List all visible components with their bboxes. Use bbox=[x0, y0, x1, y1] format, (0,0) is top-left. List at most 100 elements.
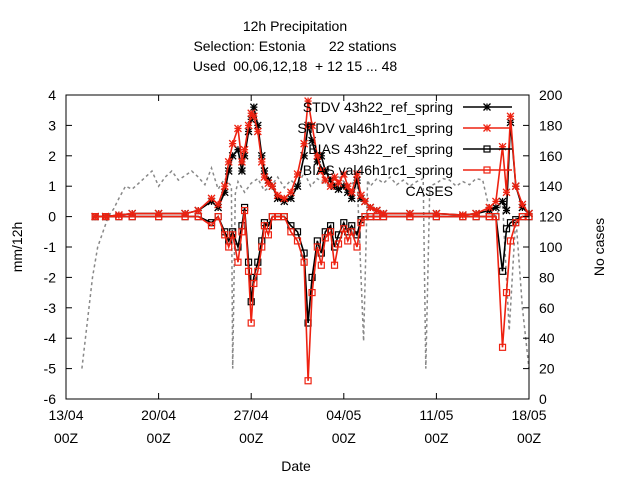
series-3 bbox=[91, 206, 533, 385]
series-point bbox=[91, 213, 99, 221]
y-tick-label-right: 80 bbox=[539, 269, 555, 285]
series-point bbox=[114, 211, 123, 220]
legend-label-1: STDV val46h1rc1_spring bbox=[297, 120, 453, 136]
series-point bbox=[506, 112, 515, 121]
series-point bbox=[492, 213, 500, 221]
series-point bbox=[194, 206, 203, 215]
y-tick-label-right: 0 bbox=[539, 391, 547, 407]
x-tick-label-date: 11/05 bbox=[419, 407, 453, 423]
legend-marker-3 bbox=[483, 166, 491, 174]
series-point bbox=[220, 182, 229, 191]
y-tick-label-left: 2 bbox=[48, 148, 56, 164]
y-tick-label-left: -5 bbox=[44, 361, 57, 377]
series-point bbox=[340, 225, 348, 233]
series-point bbox=[432, 213, 440, 221]
series-point bbox=[373, 213, 381, 221]
series-point bbox=[498, 343, 507, 351]
series-point bbox=[293, 170, 302, 178]
series-point bbox=[268, 213, 276, 221]
series-point bbox=[234, 258, 242, 266]
series-point bbox=[472, 213, 480, 221]
series-point bbox=[308, 121, 317, 130]
y-tick-label-left: 1 bbox=[48, 178, 56, 194]
series-point bbox=[334, 240, 343, 248]
y-tick-label-left: -3 bbox=[44, 300, 57, 316]
series-point bbox=[313, 243, 321, 251]
series-point bbox=[214, 213, 222, 221]
series-point bbox=[237, 157, 246, 166]
plot-area bbox=[65, 94, 533, 400]
y-tick-label-right: 160 bbox=[539, 148, 563, 164]
series-point bbox=[128, 213, 136, 221]
series-point bbox=[366, 203, 375, 212]
x-tick-label-date: 18/05 bbox=[511, 407, 546, 423]
series-point bbox=[518, 200, 527, 209]
x-tick-label-date: 13/04 bbox=[48, 407, 83, 423]
y-axis-label-left: mm/12h bbox=[9, 222, 25, 273]
legend-label-0: STDV 43h22_ref_spring bbox=[303, 99, 453, 115]
series-point bbox=[155, 213, 163, 221]
series-point bbox=[485, 203, 494, 212]
series-point bbox=[491, 203, 500, 212]
series-point bbox=[317, 167, 326, 175]
series-point bbox=[379, 213, 388, 221]
x-tick-label-date: 04/05 bbox=[326, 407, 361, 423]
y-tick-label-right: 60 bbox=[539, 300, 555, 316]
series-point bbox=[330, 261, 339, 269]
series-point bbox=[317, 261, 325, 269]
series-point bbox=[357, 191, 365, 200]
x-axis-label: Date bbox=[281, 458, 311, 474]
y-tick-label-left: 3 bbox=[48, 117, 56, 133]
series-point bbox=[229, 231, 237, 239]
series-point bbox=[244, 267, 253, 275]
x-tick-label-time: 00Z bbox=[517, 430, 542, 446]
y-tick-label-right: 40 bbox=[539, 330, 555, 346]
series-point bbox=[181, 213, 189, 221]
series-point bbox=[238, 228, 246, 236]
series-point bbox=[502, 206, 511, 215]
series-point bbox=[308, 273, 316, 281]
y-tick-label-left: -4 bbox=[44, 330, 57, 346]
series-point bbox=[353, 170, 361, 178]
series-point bbox=[249, 112, 258, 121]
series-point bbox=[485, 213, 493, 221]
series-point bbox=[260, 222, 269, 230]
series-point bbox=[253, 127, 262, 136]
title-line-1: 12h Precipitation bbox=[243, 18, 347, 34]
series-point bbox=[247, 298, 255, 306]
series-layer bbox=[81, 97, 533, 385]
series-point bbox=[313, 151, 322, 160]
legend-label-3: BIAS val46h1rc1_spring bbox=[303, 162, 453, 178]
series-point bbox=[321, 234, 329, 242]
series-point bbox=[268, 182, 277, 191]
x-tick-label-date: 20/04 bbox=[141, 407, 176, 423]
x-tick-label-date: 27/04 bbox=[234, 407, 269, 423]
series-point bbox=[264, 179, 273, 188]
x-axis: 13/04 00Z 20/04 00Z 27/04 00Z 04/05 00Z 11/05 00Z… bbox=[48, 95, 547, 446]
series-point bbox=[224, 157, 233, 166]
series-point bbox=[344, 237, 352, 245]
y-tick-label-left: 0 bbox=[48, 209, 56, 225]
series-point bbox=[512, 219, 520, 227]
series-line bbox=[95, 210, 529, 381]
series-point bbox=[286, 188, 295, 197]
series-point bbox=[293, 182, 302, 191]
series-point bbox=[254, 267, 262, 275]
series-point bbox=[498, 267, 507, 275]
series-point bbox=[304, 377, 312, 385]
series-point bbox=[511, 182, 520, 191]
series-point bbox=[225, 243, 233, 251]
legend-label-4: CASES bbox=[406, 183, 453, 199]
series-point bbox=[347, 188, 356, 197]
series-point bbox=[237, 167, 246, 175]
series-point bbox=[334, 179, 343, 188]
x-tick-label-time: 00Z bbox=[147, 430, 172, 446]
series-point bbox=[502, 188, 511, 197]
series-point bbox=[334, 185, 343, 194]
series-point bbox=[326, 182, 335, 191]
series-point bbox=[207, 222, 216, 230]
series-point bbox=[249, 103, 258, 112]
series-point bbox=[244, 121, 253, 130]
y-tick-label-left: -6 bbox=[44, 391, 57, 407]
